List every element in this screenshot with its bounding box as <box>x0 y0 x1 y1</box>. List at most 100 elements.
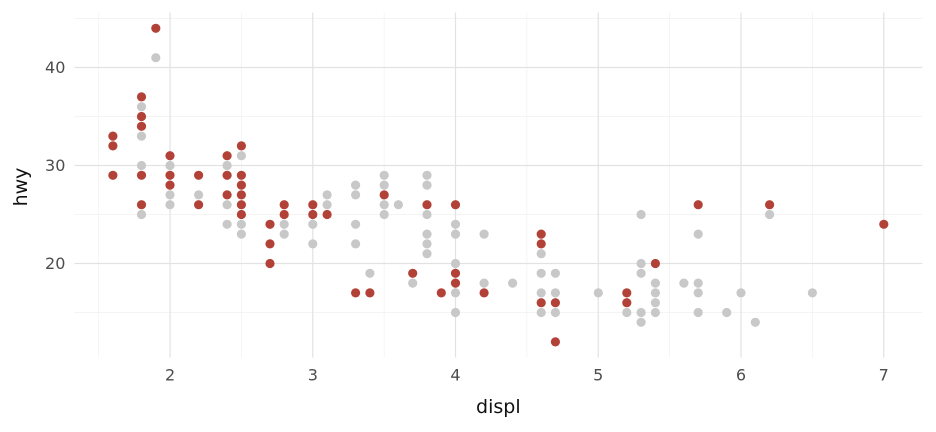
data-point-base-gray <box>422 180 432 190</box>
y-tick-label: 20 <box>45 254 65 273</box>
data-point-base-gray <box>622 307 632 318</box>
data-point-base-gray <box>351 219 361 229</box>
data-point-base-gray <box>450 229 461 239</box>
data-point-base-gray <box>379 209 389 220</box>
data-point-base-gray <box>650 307 661 318</box>
data-point-base-gray <box>422 229 432 239</box>
data-point-highlight-red <box>379 190 389 200</box>
data-point-base-gray <box>136 160 147 171</box>
data-point-highlight-red <box>550 298 561 308</box>
data-point-highlight-red <box>693 200 703 210</box>
data-point-base-gray <box>536 288 546 298</box>
data-point-base-gray <box>536 268 546 278</box>
data-point-highlight-red <box>279 200 289 210</box>
data-point-highlight-red <box>136 121 147 131</box>
data-point-highlight-red <box>765 200 775 210</box>
data-point-highlight-red <box>479 288 489 298</box>
y-axis-tick-labels: 20 30 40 <box>45 58 65 273</box>
data-point-highlight-red <box>136 92 147 102</box>
data-point-base-gray <box>693 229 703 239</box>
data-point-base-gray <box>636 268 646 278</box>
data-point-base-gray <box>351 190 361 200</box>
data-point-highlight-red <box>408 268 418 278</box>
data-point-base-gray <box>679 278 689 288</box>
data-point-highlight-red <box>236 209 246 220</box>
data-point-highlight-red <box>222 190 232 200</box>
data-point-highlight-red <box>450 268 461 278</box>
data-point-base-gray <box>279 219 289 229</box>
data-point-base-gray <box>536 307 546 318</box>
data-point-base-gray <box>650 288 661 298</box>
data-point-base-gray <box>222 219 232 229</box>
data-point-base-gray <box>750 317 760 327</box>
data-point-base-gray <box>422 249 432 259</box>
data-point-highlight-red <box>308 200 318 210</box>
data-point-base-gray <box>322 200 332 210</box>
data-point-highlight-red <box>108 141 118 151</box>
data-point-base-gray <box>236 219 246 229</box>
data-point-highlight-red <box>536 298 546 308</box>
data-point-base-gray <box>807 288 818 298</box>
data-point-base-gray <box>379 170 389 180</box>
data-point-base-gray <box>693 307 703 318</box>
data-point-base-gray <box>736 288 746 298</box>
data-point-base-gray <box>136 209 147 220</box>
data-point-highlight-red <box>222 170 232 180</box>
y-axis-title: hwy <box>10 168 32 207</box>
data-point-base-gray <box>236 151 246 161</box>
data-point-base-gray <box>165 160 175 171</box>
data-point-base-gray <box>636 317 646 327</box>
data-point-highlight-red <box>136 200 147 210</box>
data-point-base-gray <box>693 288 703 298</box>
data-point-highlight-red <box>550 337 561 347</box>
data-point-highlight-red <box>165 151 175 161</box>
data-point-highlight-red <box>265 239 275 249</box>
data-point-highlight-red <box>279 209 289 220</box>
data-point-highlight-red <box>165 170 175 180</box>
data-point-base-gray <box>479 229 489 239</box>
x-tick-label: 4 <box>450 366 460 385</box>
data-point-base-gray <box>650 278 661 288</box>
data-point-highlight-red <box>136 170 147 180</box>
x-tick-label: 6 <box>736 366 746 385</box>
data-point-highlight-red <box>151 23 161 33</box>
highlighted-points <box>108 23 889 347</box>
data-point-base-gray <box>450 258 461 269</box>
data-point-base-gray <box>379 180 389 190</box>
data-point-base-gray <box>422 209 432 220</box>
data-point-highlight-red <box>365 288 375 298</box>
data-point-base-gray <box>351 180 361 190</box>
data-point-highlight-red <box>322 209 332 220</box>
data-point-base-gray <box>308 239 318 249</box>
data-point-base-gray <box>222 200 232 210</box>
data-point-highlight-red <box>194 200 204 210</box>
data-point-base-gray <box>636 258 646 269</box>
x-axis-title: displ <box>476 396 521 418</box>
data-point-base-gray <box>636 209 646 220</box>
data-point-base-gray <box>194 190 204 200</box>
x-tick-label: 3 <box>308 366 318 385</box>
data-point-highlight-red <box>879 219 889 229</box>
data-point-base-gray <box>479 278 489 288</box>
data-point-highlight-red <box>351 288 361 298</box>
data-point-base-gray <box>165 200 175 210</box>
data-point-base-gray <box>536 249 546 259</box>
data-point-base-gray <box>351 239 361 249</box>
data-point-highlight-red <box>236 141 246 151</box>
x-tick-label: 7 <box>879 366 889 385</box>
y-tick-label: 40 <box>45 58 65 77</box>
x-tick-label: 2 <box>165 366 175 385</box>
base-points <box>136 53 818 327</box>
data-point-highlight-red <box>450 278 461 288</box>
data-point-highlight-red <box>236 180 246 190</box>
data-point-base-gray <box>636 307 646 318</box>
data-point-base-gray <box>722 307 732 318</box>
data-point-highlight-red <box>536 239 546 249</box>
data-point-base-gray <box>236 229 246 239</box>
data-point-highlight-red <box>650 258 661 269</box>
data-point-highlight-red <box>194 170 204 180</box>
data-point-highlight-red <box>265 219 275 229</box>
major-gridlines <box>74 12 923 358</box>
y-tick-label: 30 <box>45 156 65 175</box>
